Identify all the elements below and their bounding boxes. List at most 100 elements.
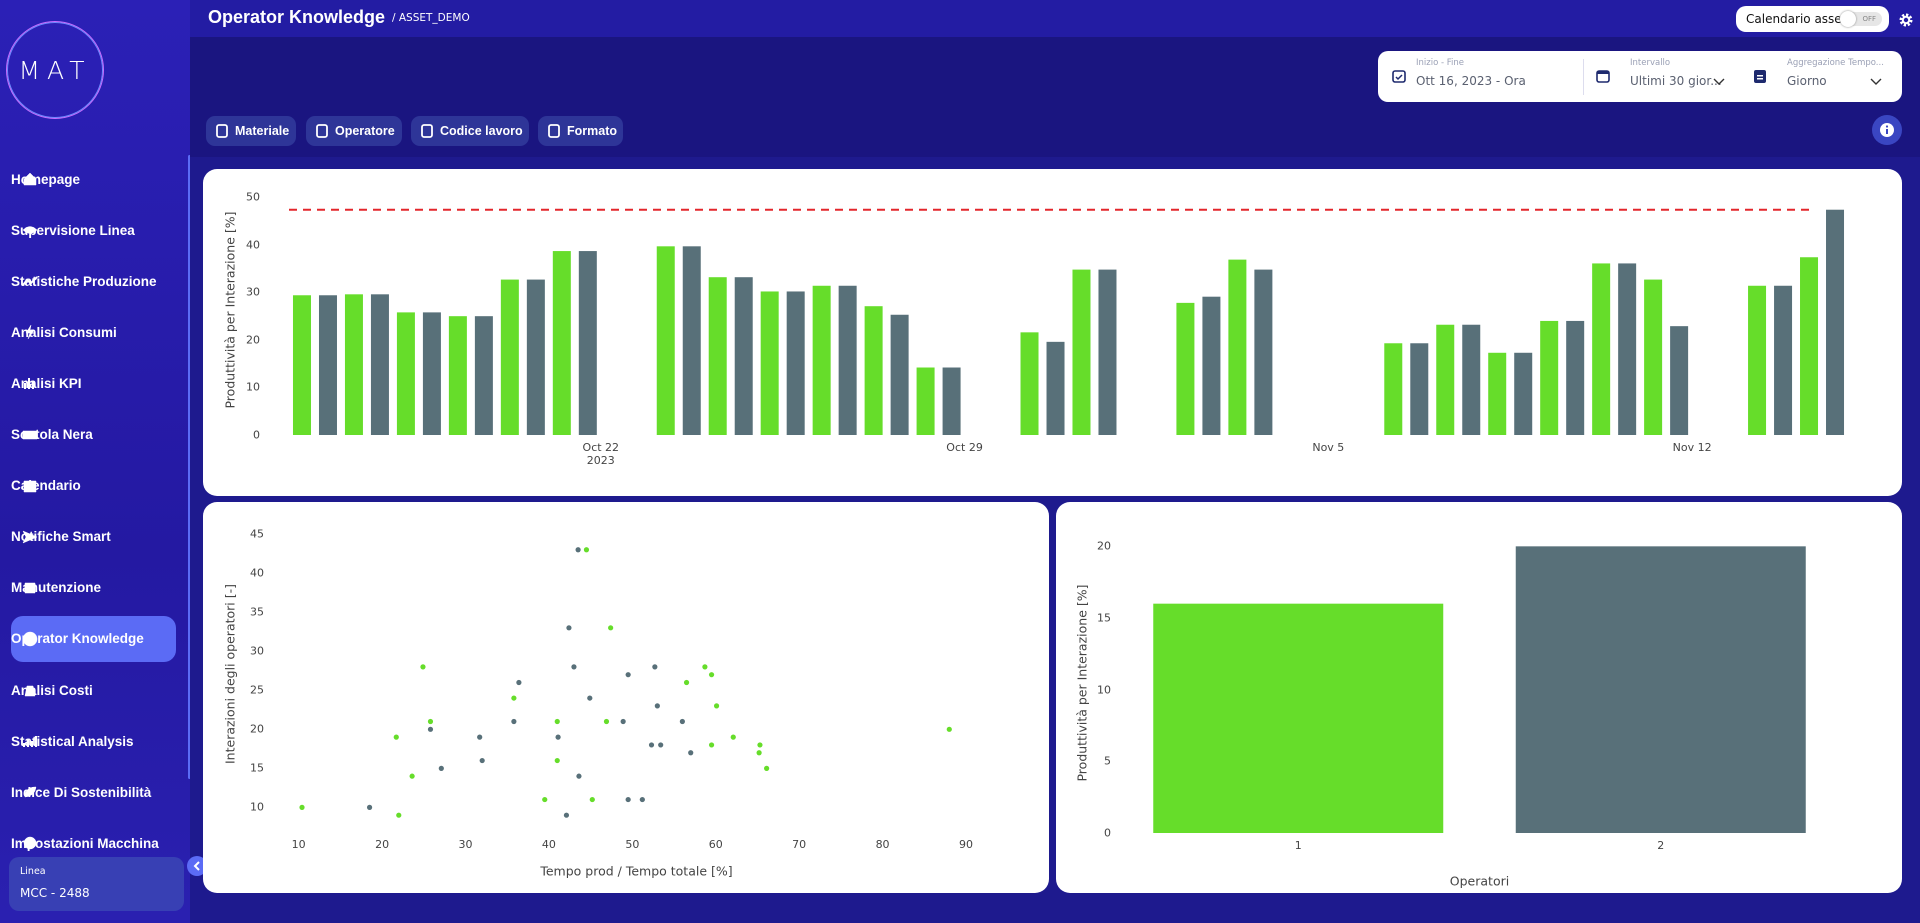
x-tick-label: 50: [625, 838, 640, 851]
x-tick-label: 20: [375, 838, 390, 851]
aggregation-value[interactable]: Giorno: [1787, 74, 1827, 88]
icon-shape: [22, 530, 38, 544]
nav-item[interactable]: Statistical Analysis: [11, 718, 176, 764]
bar: [1618, 263, 1637, 435]
scatter-point: [516, 679, 522, 686]
nav-item[interactable]: Homepage: [11, 156, 176, 202]
scatter-point: [575, 547, 581, 553]
scatter-point: [713, 703, 720, 709]
x-tick-label: Nov 5: [1312, 441, 1345, 454]
calendar-toggle[interactable]: Calendario asset OFF: [1736, 6, 1889, 32]
bar: [1046, 341, 1065, 435]
nav-item[interactable]: Analisi Consumi: [11, 309, 176, 355]
bar: [1020, 332, 1039, 435]
bar: [1098, 269, 1117, 435]
collapse-button[interactable]: [187, 856, 207, 876]
icon-shape: [548, 124, 560, 138]
y-tick-label: 10: [250, 800, 264, 814]
bar: [1566, 320, 1585, 435]
scatter-point: [409, 773, 415, 779]
nav-label: Operator Knowledge: [11, 631, 144, 647]
filter-chip[interactable]: Materiale: [206, 116, 296, 146]
scatter-point: [555, 734, 561, 740]
calendar-icon: [1392, 70, 1406, 83]
line-selector[interactable]: Linea MCC - 2488: [9, 857, 184, 911]
nav-item[interactable]: Supervisione Linea: [11, 207, 176, 253]
date-value[interactable]: Ott 16, 2023 - Ora: [1416, 74, 1526, 88]
bar: [942, 367, 961, 435]
chip-label: Formato: [567, 124, 617, 138]
top-bar: [190, 0, 1920, 37]
y-axis-title: Interazioni degli operatori [-]: [222, 583, 238, 764]
bar: [916, 367, 935, 435]
y-tick-label: 50: [246, 190, 260, 204]
nav-item[interactable]: Indice Di Sostenibilità: [11, 769, 176, 815]
icon-shape: [216, 124, 228, 138]
nav-icon: [22, 226, 38, 234]
scatter-point: [702, 664, 708, 670]
nav-item[interactable]: Analisi KPI: [11, 360, 176, 406]
bar: [1800, 257, 1819, 435]
filter-chip[interactable]: Operatore: [306, 116, 402, 146]
bar: [526, 279, 545, 435]
chart-card: [203, 502, 1049, 893]
toggle-knob: [1840, 11, 1856, 27]
chip-icon: [216, 124, 228, 138]
bar: [890, 314, 909, 435]
chevron: [1713, 78, 1725, 85]
bar: [1462, 324, 1481, 435]
scatter-point: [708, 672, 715, 678]
filter-chip[interactable]: Codice lavoro: [411, 116, 529, 146]
icon-shape: [24, 685, 36, 697]
chip-icon: [421, 124, 433, 138]
nav-item[interactable]: Operator Knowledge: [11, 615, 176, 662]
x-axis-title: Tempo prod / Tempo totale [%]: [540, 863, 733, 879]
bar: [656, 246, 675, 435]
bar: [1748, 285, 1767, 435]
icon-shape: [421, 124, 433, 138]
y-tick-label: 45: [250, 527, 264, 541]
nav-icon: [23, 172, 37, 186]
scatter-point: [420, 664, 426, 670]
y-axis-title: Produttività per Interazione [%]: [222, 211, 238, 409]
nav-icon: [23, 480, 37, 492]
separator: [1583, 59, 1584, 95]
chip-icon: [316, 124, 328, 138]
x-tick-label: 30: [458, 838, 473, 851]
clipboard-icon: [1754, 70, 1766, 83]
scatter-point: [583, 547, 590, 553]
nav-item[interactable]: Notifiche Smart: [11, 514, 176, 560]
y-tick-label: 25: [250, 683, 264, 697]
scatter-point: [639, 796, 645, 803]
nav-icon: [23, 736, 37, 748]
info-button[interactable]: [1872, 115, 1902, 145]
y-tick-label: 40: [250, 566, 264, 580]
nav-item[interactable]: Impostazioni Macchina: [11, 820, 176, 855]
logo[interactable]: MAT: [6, 21, 104, 119]
bar: [708, 277, 727, 435]
nav-item[interactable]: Statistiche Produzione: [11, 258, 176, 304]
y-tick-label: 15: [1097, 611, 1111, 625]
bar: [838, 285, 857, 435]
scatter-point: [625, 672, 631, 678]
scatter-point: [688, 750, 694, 756]
scatter-point: [946, 726, 952, 732]
x-tick-label: Oct 29: [946, 441, 983, 454]
settings-icon[interactable]: [1898, 12, 1914, 28]
interval-value[interactable]: Ultimi 30 gior...: [1630, 74, 1722, 88]
scatter-point: [396, 812, 402, 818]
nav-item[interactable]: Scatola Nera: [11, 412, 176, 458]
nav-item[interactable]: Manutenzione: [11, 565, 176, 611]
icon-shape: [22, 226, 38, 234]
icon-shape: [24, 582, 36, 594]
bar: [1670, 326, 1689, 435]
scatter-point: [708, 742, 715, 748]
filter-chip[interactable]: Formato: [538, 116, 623, 146]
nav-menu: Homepage Supervisione Linea Statistiche Pr…: [0, 150, 188, 855]
nav-item[interactable]: Calendario: [11, 463, 176, 509]
nav-item[interactable]: Analisi Costi: [11, 667, 176, 713]
y-tick-label: 15: [250, 761, 264, 775]
